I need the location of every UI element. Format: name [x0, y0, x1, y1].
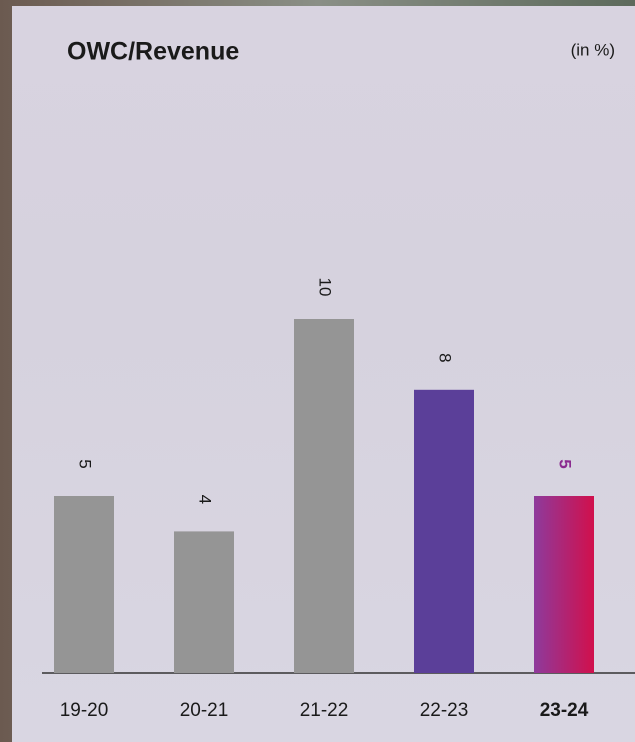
- value-label: 10: [316, 278, 335, 297]
- bar: [174, 531, 234, 673]
- bar: [54, 496, 114, 673]
- chart: OWC/Revenue (in %) 19-20 5 20-21 4 21-22 10 22…: [0, 0, 635, 742]
- value-label: 5: [556, 459, 575, 468]
- x-tick-label: 23-24: [540, 700, 589, 721]
- x-tick-label: 21-22: [300, 700, 349, 721]
- chart-title: OWC/Revenue: [67, 38, 239, 66]
- value-label: 8: [436, 353, 455, 362]
- value-label: 5: [76, 459, 95, 468]
- page: OWC/Revenue (in %) 19-20 5 20-21 4 21-22 10 22…: [0, 0, 635, 742]
- value-label: 4: [196, 495, 215, 504]
- bar: [294, 319, 354, 673]
- bar: [414, 390, 474, 673]
- x-tick-label: 19-20: [60, 700, 109, 721]
- chart-subtitle: (in %): [571, 40, 615, 59]
- x-tick-label: 20-21: [180, 700, 229, 721]
- x-tick-label: 22-23: [420, 700, 469, 721]
- bar: [534, 496, 594, 673]
